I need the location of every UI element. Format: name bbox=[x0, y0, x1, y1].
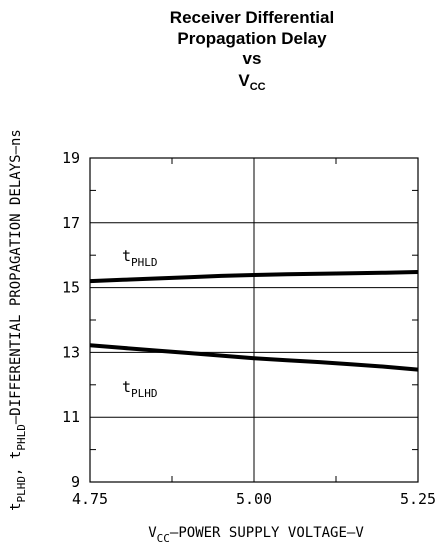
y-tick-label: 11 bbox=[62, 408, 80, 426]
y-tick-label: 13 bbox=[62, 343, 80, 361]
x-tick-label: 5.00 bbox=[236, 490, 272, 508]
x-tick-label: 5.25 bbox=[400, 490, 436, 508]
chart-title: Receiver Differential Propagation Delay … bbox=[170, 8, 334, 93]
series-line-0 bbox=[89, 270, 419, 284]
y-tick-label: 9 bbox=[71, 473, 80, 491]
title-line-4: VCC bbox=[238, 71, 265, 93]
title-line-1: Receiver Differential bbox=[170, 8, 334, 27]
y-axis-label: tPLHD, tPHLD–DIFFERENTIAL PROPAGATION DE… bbox=[8, 129, 28, 511]
series-label-phld: tPHLD bbox=[122, 247, 158, 269]
series-label-plhd: tPLHD bbox=[122, 378, 158, 400]
y-tick-labels: 9 11 13 15 17 19 bbox=[62, 149, 80, 491]
y-tick-label: 19 bbox=[62, 149, 80, 167]
series-lines bbox=[89, 270, 419, 372]
y-tick-label: 15 bbox=[62, 279, 80, 297]
grid bbox=[90, 158, 418, 482]
title-line-3: vs bbox=[243, 49, 262, 68]
title-line-2: Propagation Delay bbox=[177, 29, 327, 48]
x-tick-label: 4.75 bbox=[72, 490, 108, 508]
minor-ticks bbox=[90, 158, 418, 482]
x-tick-labels: 4.75 5.00 5.25 bbox=[72, 490, 436, 508]
y-tick-label: 17 bbox=[62, 214, 80, 232]
x-axis-label: VCC–POWER SUPPLY VOLTAGE–V bbox=[148, 525, 364, 545]
series-line-1 bbox=[89, 343, 419, 372]
